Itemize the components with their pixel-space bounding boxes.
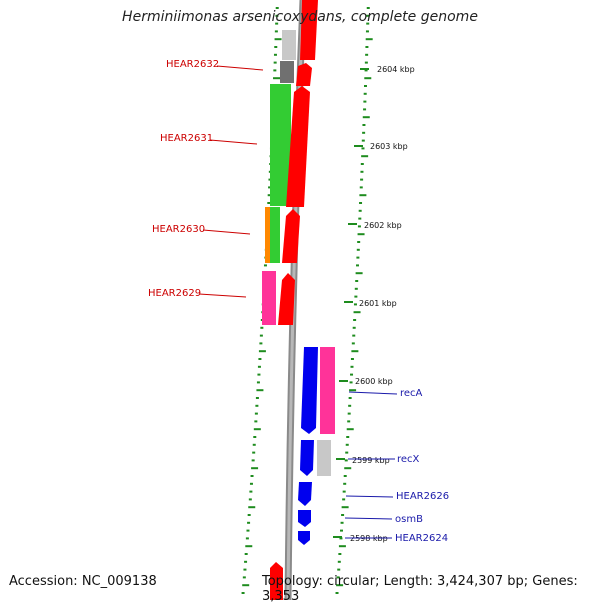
right-gene-labels: recA recX HEAR2626 osmB HEAR2624 bbox=[344, 388, 449, 544]
gene-arrow-red-4[interactable] bbox=[282, 209, 300, 263]
label-recX[interactable]: recX bbox=[397, 454, 420, 465]
gene-block-magenta-right[interactable] bbox=[320, 347, 335, 434]
label-HEAR2626[interactable]: HEAR2626 bbox=[396, 491, 449, 502]
kbp-label-2603: 2603 kbp bbox=[370, 142, 408, 151]
kbp-scale: 2604 kbp 2603 kbp 2602 kbp 2601 kbp 2600… bbox=[333, 65, 415, 543]
genome-title: Herminiimonas arsenicoxydans, complete g… bbox=[122, 9, 478, 25]
label-recA[interactable]: recA bbox=[400, 388, 423, 399]
kbp-label-2601: 2601 kbp bbox=[359, 299, 397, 308]
gene-block-orange[interactable] bbox=[265, 207, 274, 263]
gene-arrow-HEAR2624[interactable] bbox=[298, 531, 310, 545]
gene-block-magenta-left[interactable] bbox=[262, 271, 276, 325]
gene-arrow-red-5[interactable] bbox=[278, 273, 295, 325]
gene-arrow-osmB[interactable] bbox=[298, 510, 311, 527]
label-HEAR2632[interactable]: HEAR2632 bbox=[166, 59, 219, 70]
gene-arrow-recX[interactable] bbox=[300, 440, 314, 476]
gene-arrow-red-3[interactable] bbox=[286, 86, 310, 207]
gene-block-gray-top[interactable] bbox=[282, 30, 296, 60]
leader-line bbox=[344, 517, 393, 520]
kbp-label-2599: 2599 kbp bbox=[352, 456, 390, 465]
gene-block-green-small[interactable] bbox=[270, 207, 280, 263]
kbp-label-2604: 2604 kbp bbox=[377, 65, 415, 74]
gene-arrow-red-2[interactable] bbox=[296, 63, 312, 86]
gene-block-darkgray[interactable] bbox=[280, 61, 294, 83]
gene-block-gray-right[interactable] bbox=[317, 440, 331, 476]
gene-block-green[interactable] bbox=[270, 84, 291, 206]
label-osmB[interactable]: osmB bbox=[395, 514, 423, 525]
label-HEAR2630[interactable]: HEAR2630 bbox=[152, 224, 205, 235]
label-HEAR2631[interactable]: HEAR2631 bbox=[160, 133, 213, 144]
leader-line bbox=[216, 65, 264, 71]
leader-line bbox=[209, 139, 258, 145]
kbp-label-2602: 2602 kbp bbox=[364, 221, 402, 230]
accession-text: Accession: NC_009138 bbox=[9, 574, 157, 589]
leader-line bbox=[345, 495, 394, 498]
leader-line bbox=[202, 229, 251, 235]
leader-line bbox=[348, 391, 398, 395]
label-HEAR2629[interactable]: HEAR2629 bbox=[148, 288, 201, 299]
gene-arrow-red-bottom[interactable] bbox=[270, 562, 283, 600]
gene-arrow-HEAR2626[interactable] bbox=[298, 482, 312, 506]
left-gene-labels: HEAR2632 HEAR2631 HEAR2630 HEAR2629 bbox=[148, 59, 264, 299]
leader-line bbox=[198, 293, 247, 298]
kbp-label-2600: 2600 kbp bbox=[355, 377, 393, 386]
label-HEAR2624[interactable]: HEAR2624 bbox=[395, 533, 448, 544]
gene-arrow-red-1[interactable] bbox=[300, 0, 318, 60]
gene-arrow-recA[interactable] bbox=[301, 347, 318, 434]
